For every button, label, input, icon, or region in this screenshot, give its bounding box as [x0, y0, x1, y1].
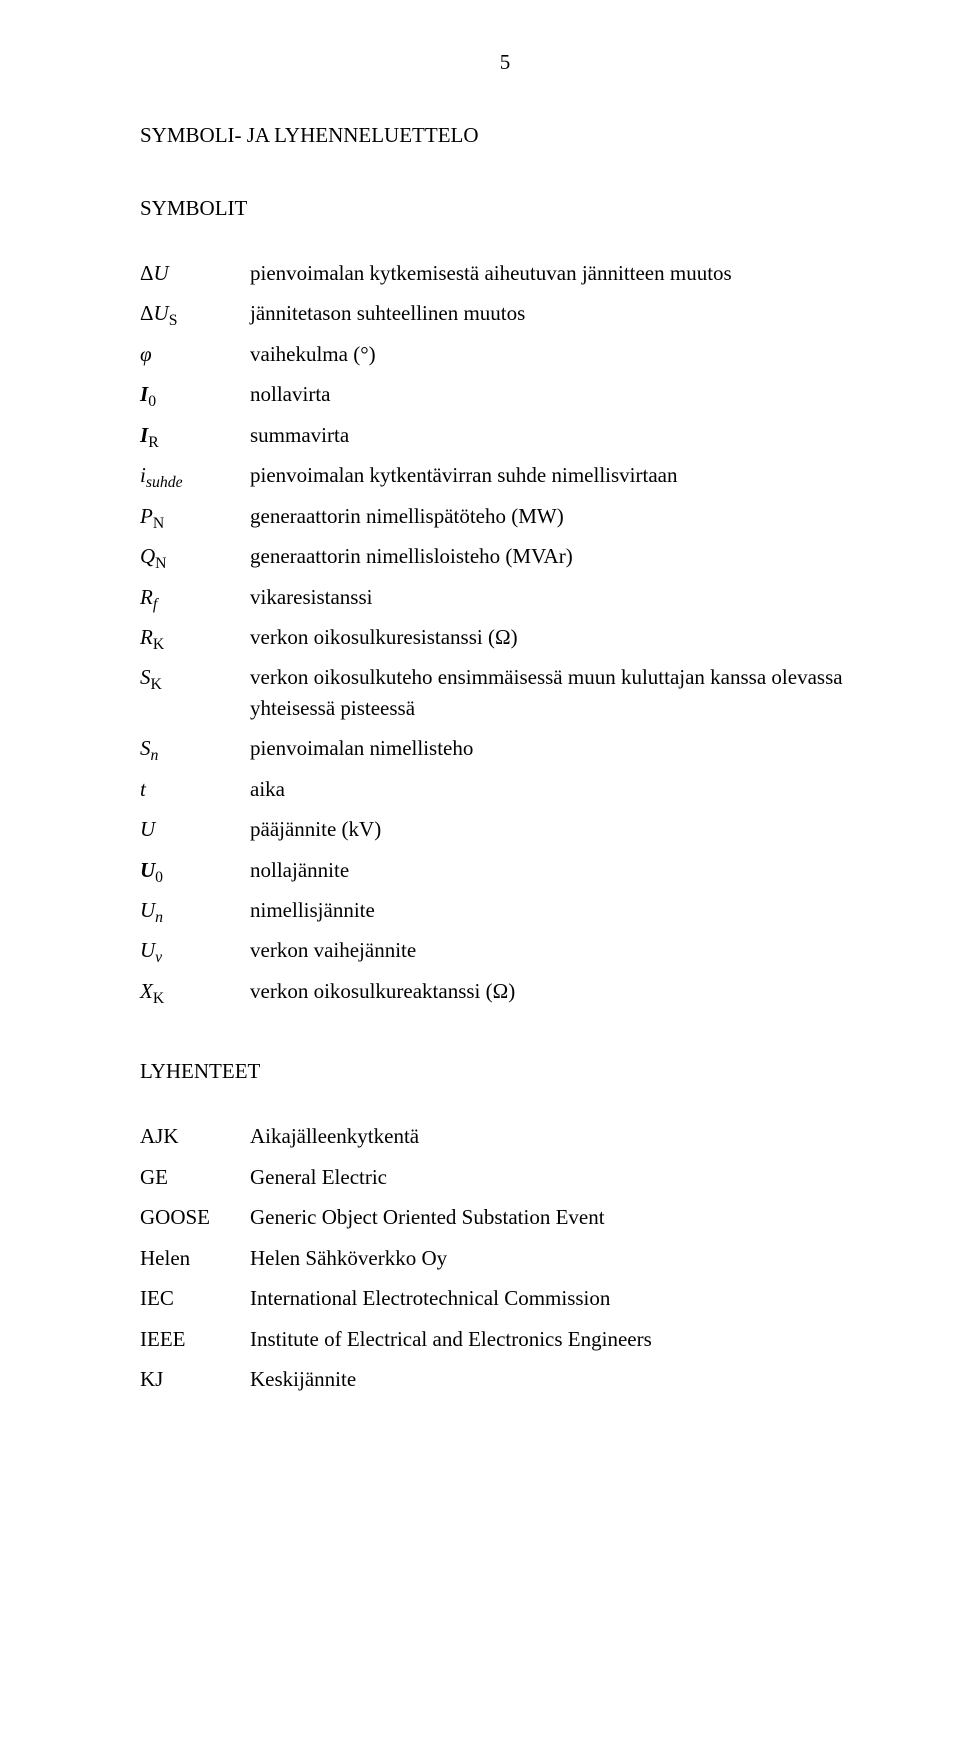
symbol-desc: vikaresistanssi: [250, 577, 870, 617]
symbol-desc: pienvoimalan kytkemisestä aiheutuvan jän…: [250, 253, 870, 293]
symbol-cell: isuhde: [140, 455, 250, 495]
symbol-cell: U0: [140, 850, 250, 890]
symbol-cell: Rf: [140, 577, 250, 617]
symbol-desc: verkon oikosulkureaktanssi (Ω): [250, 971, 870, 1011]
abbr-cell: AJK: [140, 1116, 250, 1156]
symbol-desc: verkon oikosulkuresistanssi (Ω): [250, 617, 870, 657]
abbr-row: KJ Keskijännite: [140, 1359, 870, 1399]
symbol-row: XK verkon oikosulkureaktanssi (Ω): [140, 971, 870, 1011]
abbr-desc: Institute of Electrical and Electronics …: [250, 1319, 870, 1359]
symbol-row: Rf vikaresistanssi: [140, 577, 870, 617]
symbol-row: Sn pienvoimalan nimellisteho: [140, 728, 870, 768]
symbol-row: U pääjännite (kV): [140, 809, 870, 849]
document-page: 5 SYMBOLI- JA LYHENNELUETTELO SYMBOLIT Δ…: [0, 0, 960, 1459]
symbol-row: t aika: [140, 769, 870, 809]
abbr-row: AJK Aikajälleenkytkentä: [140, 1116, 870, 1156]
symbol-row: Un nimellisjännite: [140, 890, 870, 930]
symbol-desc: verkon vaihejännite: [250, 930, 870, 970]
symbol-desc: verkon oikosulkuteho ensimmäisessä muun …: [250, 657, 870, 728]
symbol-cell: ΔUS: [140, 293, 250, 333]
abbr-cell: IEC: [140, 1278, 250, 1318]
symbol-cell: Sn: [140, 728, 250, 768]
abbr-cell: GE: [140, 1157, 250, 1197]
symbol-desc: generaattorin nimellispätöteho (MW): [250, 496, 870, 536]
symbol-desc: nimellisjännite: [250, 890, 870, 930]
symbol-cell: XK: [140, 971, 250, 1011]
symbol-desc: aika: [250, 769, 870, 809]
symbol-cell: t: [140, 769, 250, 809]
symbol-row: I0 nollavirta: [140, 374, 870, 414]
symbol-desc: vaihekulma (°): [250, 334, 870, 374]
symbol-cell: ΔU: [140, 253, 250, 293]
symbol-row: ΔU pienvoimalan kytkemisestä aiheutuvan …: [140, 253, 870, 293]
abbr-row: IEEE Institute of Electrical and Electro…: [140, 1319, 870, 1359]
symbol-desc: nollavirta: [250, 374, 870, 414]
abbr-desc: General Electric: [250, 1157, 870, 1197]
abbr-cell: Helen: [140, 1238, 250, 1278]
symbol-desc: nollajännite: [250, 850, 870, 890]
page-number: 5: [140, 50, 870, 75]
abbr-row: IEC International Electrotechnical Commi…: [140, 1278, 870, 1318]
abbr-row: Helen Helen Sähköverkko Oy: [140, 1238, 870, 1278]
symbol-row: SK verkon oikosulkuteho ensimmäisessä mu…: [140, 657, 870, 728]
symbol-desc: pääjännite (kV): [250, 809, 870, 849]
abbr-desc: Keskijännite: [250, 1359, 870, 1399]
abbr-cell: KJ: [140, 1359, 250, 1399]
symbol-desc: summavirta: [250, 415, 870, 455]
symbol-definitions-table: ΔU pienvoimalan kytkemisestä aiheutuvan …: [140, 253, 870, 1011]
symbols-subheading: SYMBOLIT: [140, 196, 870, 221]
abbr-cell: GOOSE: [140, 1197, 250, 1237]
symbol-cell: φ: [140, 334, 250, 374]
symbol-cell: SK: [140, 657, 250, 728]
symbol-row: IR summavirta: [140, 415, 870, 455]
symbol-cell: Un: [140, 890, 250, 930]
abbr-subheading: LYHENTEET: [140, 1059, 870, 1084]
symbol-row: ΔUS jännitetason suhteellinen muutos: [140, 293, 870, 333]
abbr-desc: Generic Object Oriented Substation Event: [250, 1197, 870, 1237]
symbol-cell: Uv: [140, 930, 250, 970]
symbol-cell: QN: [140, 536, 250, 576]
symbol-row: isuhde pienvoimalan kytkentävirran suhde…: [140, 455, 870, 495]
abbr-row: GOOSE Generic Object Oriented Substation…: [140, 1197, 870, 1237]
abbreviation-table: AJK Aikajälleenkytkentä GE General Elect…: [140, 1116, 870, 1399]
symbol-row: U0 nollajännite: [140, 850, 870, 890]
abbr-cell: IEEE: [140, 1319, 250, 1359]
symbol-desc: pienvoimalan nimellisteho: [250, 728, 870, 768]
symbol-cell: U: [140, 809, 250, 849]
symbol-row: Uv verkon vaihejännite: [140, 930, 870, 970]
symbol-row: φ vaihekulma (°): [140, 334, 870, 374]
abbr-desc: Aikajälleenkytkentä: [250, 1116, 870, 1156]
symbol-desc: pienvoimalan kytkentävirran suhde nimell…: [250, 455, 870, 495]
symbol-cell: RK: [140, 617, 250, 657]
symbol-cell: IR: [140, 415, 250, 455]
symbol-cell: PN: [140, 496, 250, 536]
main-heading: SYMBOLI- JA LYHENNELUETTELO: [140, 123, 870, 148]
abbr-desc: International Electrotechnical Commissio…: [250, 1278, 870, 1318]
abbr-row: GE General Electric: [140, 1157, 870, 1197]
symbol-desc: generaattorin nimellisloisteho (MVAr): [250, 536, 870, 576]
symbol-cell: I0: [140, 374, 250, 414]
abbr-desc: Helen Sähköverkko Oy: [250, 1238, 870, 1278]
symbol-row: RK verkon oikosulkuresistanssi (Ω): [140, 617, 870, 657]
symbol-row: QN generaattorin nimellisloisteho (MVAr): [140, 536, 870, 576]
symbol-desc: jännitetason suhteellinen muutos: [250, 293, 870, 333]
symbol-row: PN generaattorin nimellispätöteho (MW): [140, 496, 870, 536]
